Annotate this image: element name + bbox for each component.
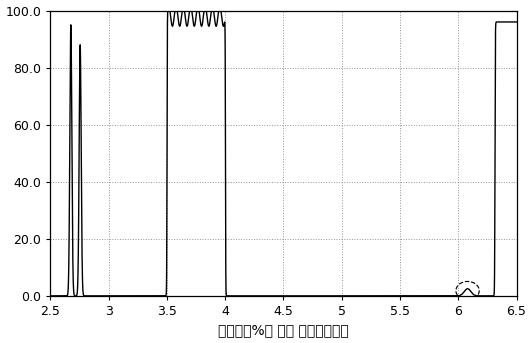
X-axis label: 透过率（%） 对应 波长（微米）: 透过率（%） 对应 波长（微米） (218, 323, 349, 338)
